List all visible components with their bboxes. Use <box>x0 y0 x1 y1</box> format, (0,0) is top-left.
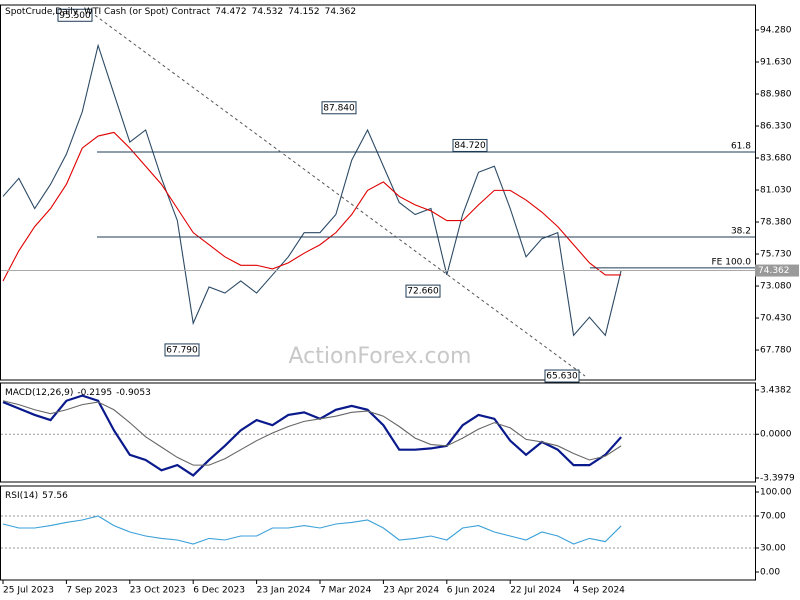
indicator-header: RSI(14) 57.56 <box>5 491 68 501</box>
series-line <box>2 515 622 545</box>
ohlc-open: 74.472 <box>215 7 247 17</box>
fib-level-label: 38.2 <box>731 227 751 237</box>
y-tick-label: 94.280 <box>760 26 792 36</box>
y-tick-label: 73.080 <box>760 282 792 292</box>
series-line <box>2 43 622 337</box>
indicator-name: RSI(14) <box>5 491 38 501</box>
indicator-value: -0.2195 <box>77 388 112 398</box>
current-price-label: 74.362 <box>758 266 790 276</box>
x-tick-label: 7 Sep 2023 <box>66 586 117 596</box>
x-tick-label: 6 Dec 2023 <box>193 586 245 596</box>
panel-frame <box>0 485 756 581</box>
chart-header: SpotCrude,Daily WTI Cash (or Spot) Contra… <box>5 7 356 17</box>
y-tick-label: 70.430 <box>760 314 792 324</box>
y-tick-label: 86.330 <box>760 122 792 132</box>
y-tick-label: 67.780 <box>760 346 792 356</box>
y-tick-label: 0.00 <box>760 568 780 578</box>
x-tick-label: 22 Jul 2024 <box>510 586 561 596</box>
x-tick-label: 23 Apr 2024 <box>383 586 439 596</box>
series-line <box>2 400 622 466</box>
price-annotation: 87.840 <box>323 103 355 113</box>
x-tick-label: 25 Jul 2023 <box>3 586 54 596</box>
y-tick-label: 83.680 <box>760 154 792 164</box>
price-annotation-box <box>544 369 580 383</box>
price-annotation: 72.660 <box>407 287 439 297</box>
current-price-tag <box>755 264 799 277</box>
x-tick-label: 4 Sep 2024 <box>574 586 626 596</box>
series-line <box>2 394 622 477</box>
ohlc-close: 74.362 <box>325 7 357 17</box>
y-tick-label: 75.730 <box>760 250 792 260</box>
x-tick-label: 6 Jun 2024 <box>447 586 496 596</box>
ohlc-high: 74.532 <box>252 7 284 17</box>
y-tick-label: 3.4382 <box>760 385 792 395</box>
y-tick-label: 0.0000 <box>760 430 792 440</box>
y-tick-label: 81.030 <box>760 186 792 196</box>
indicator-value: -0.9053 <box>116 388 151 398</box>
watermark: ActionForex.com <box>289 344 472 369</box>
price-annotation: 67.790 <box>166 345 198 355</box>
price-annotation-box <box>405 284 441 298</box>
price-annotation-box <box>321 101 357 115</box>
y-tick-label: 30.00 <box>760 544 786 554</box>
indicator-value: 57.56 <box>42 491 68 501</box>
ohlc-low: 74.152 <box>288 7 320 17</box>
y-tick-label: 78.380 <box>760 218 792 228</box>
x-tick-label: 23 Jan 2024 <box>257 586 311 596</box>
price-annotation: 65.630 <box>546 372 578 382</box>
price-annotation-box <box>452 138 488 152</box>
x-tick-label: 7 Mar 2024 <box>320 586 372 596</box>
y-tick-label: 100.00 <box>760 488 792 498</box>
series-line <box>2 131 622 282</box>
price-annotation: 84.720 <box>454 141 486 151</box>
indicator-name: MACD(12,26,9) <box>5 388 73 398</box>
y-tick-label: 88.980 <box>760 90 792 100</box>
price-annotation-box <box>164 343 200 357</box>
fib-level-label: 61.8 <box>731 141 751 151</box>
panel-frame <box>0 4 756 381</box>
description: WTI Cash (or Spot) Contract <box>84 7 211 17</box>
indicator-header: MACD(12,26,9) -0.2195 -0.9053 <box>5 388 151 398</box>
y-tick-label: -3.3979 <box>760 473 795 483</box>
fib-level-label: FE 100.0 <box>712 257 752 267</box>
x-tick-label: 23 Oct 2023 <box>130 586 186 596</box>
price-annotation-box <box>57 8 93 22</box>
y-tick-label: 70.00 <box>760 512 786 522</box>
price-annotation: 95.500 <box>59 11 91 21</box>
y-tick-label: 91.630 <box>760 58 792 68</box>
panel-frame <box>0 382 756 483</box>
symbol: SpotCrude,Daily <box>5 7 79 17</box>
